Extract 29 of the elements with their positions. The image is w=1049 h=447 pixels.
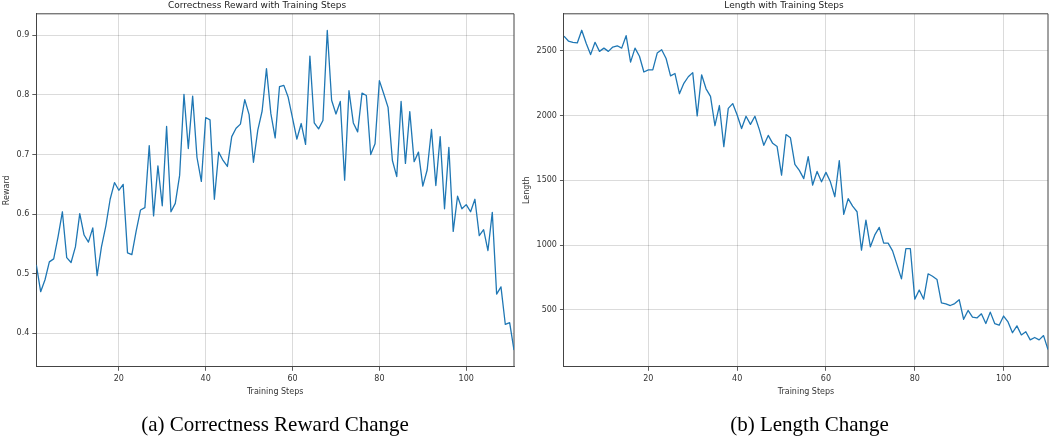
y-axis-title: Length (521, 176, 531, 205)
x-tick-label: 60 (820, 373, 832, 383)
y-tick-label: 0.4 (16, 328, 30, 338)
text: (a) Correctness Reward Change (140, 412, 410, 437)
y-tick-label: 0.7 (16, 149, 30, 159)
x-tick-label: 20 (643, 373, 654, 383)
y-tick-label: 2000 (536, 110, 557, 120)
y-tick-label: 0.9 (16, 30, 30, 40)
y-tick-label: 0.6 (16, 209, 30, 219)
y-tick-label: 500 (541, 304, 557, 314)
y-tick-label: 2500 (536, 45, 557, 55)
x-axis-title: Training Steps (245, 387, 304, 397)
chart-title: Correctness Reward with Training Steps (167, 0, 347, 10)
x-tick-label: 40 (200, 373, 211, 383)
x-tick-label: 20 (113, 373, 124, 383)
x-tick-label: 80 (909, 373, 920, 383)
y-tick-label: 0.8 (16, 89, 30, 99)
x-tick-label: 60 (287, 373, 298, 383)
x-tick-label: 100 (458, 373, 474, 383)
y-tick-label: 1000 (536, 240, 557, 250)
x-tick-label: 100 (995, 373, 1012, 383)
y-tick-label: 0.5 (16, 268, 30, 278)
chart-title: Length with Training Steps (724, 0, 845, 10)
y-tick-label: 1500 (536, 175, 557, 185)
text: (b) Length Change (729, 412, 890, 437)
y-axis-title: Reward (1, 175, 11, 206)
x-tick-label: 80 (374, 373, 385, 383)
x-axis-title: Training Steps (776, 387, 835, 397)
x-tick-label: 40 (732, 373, 743, 383)
